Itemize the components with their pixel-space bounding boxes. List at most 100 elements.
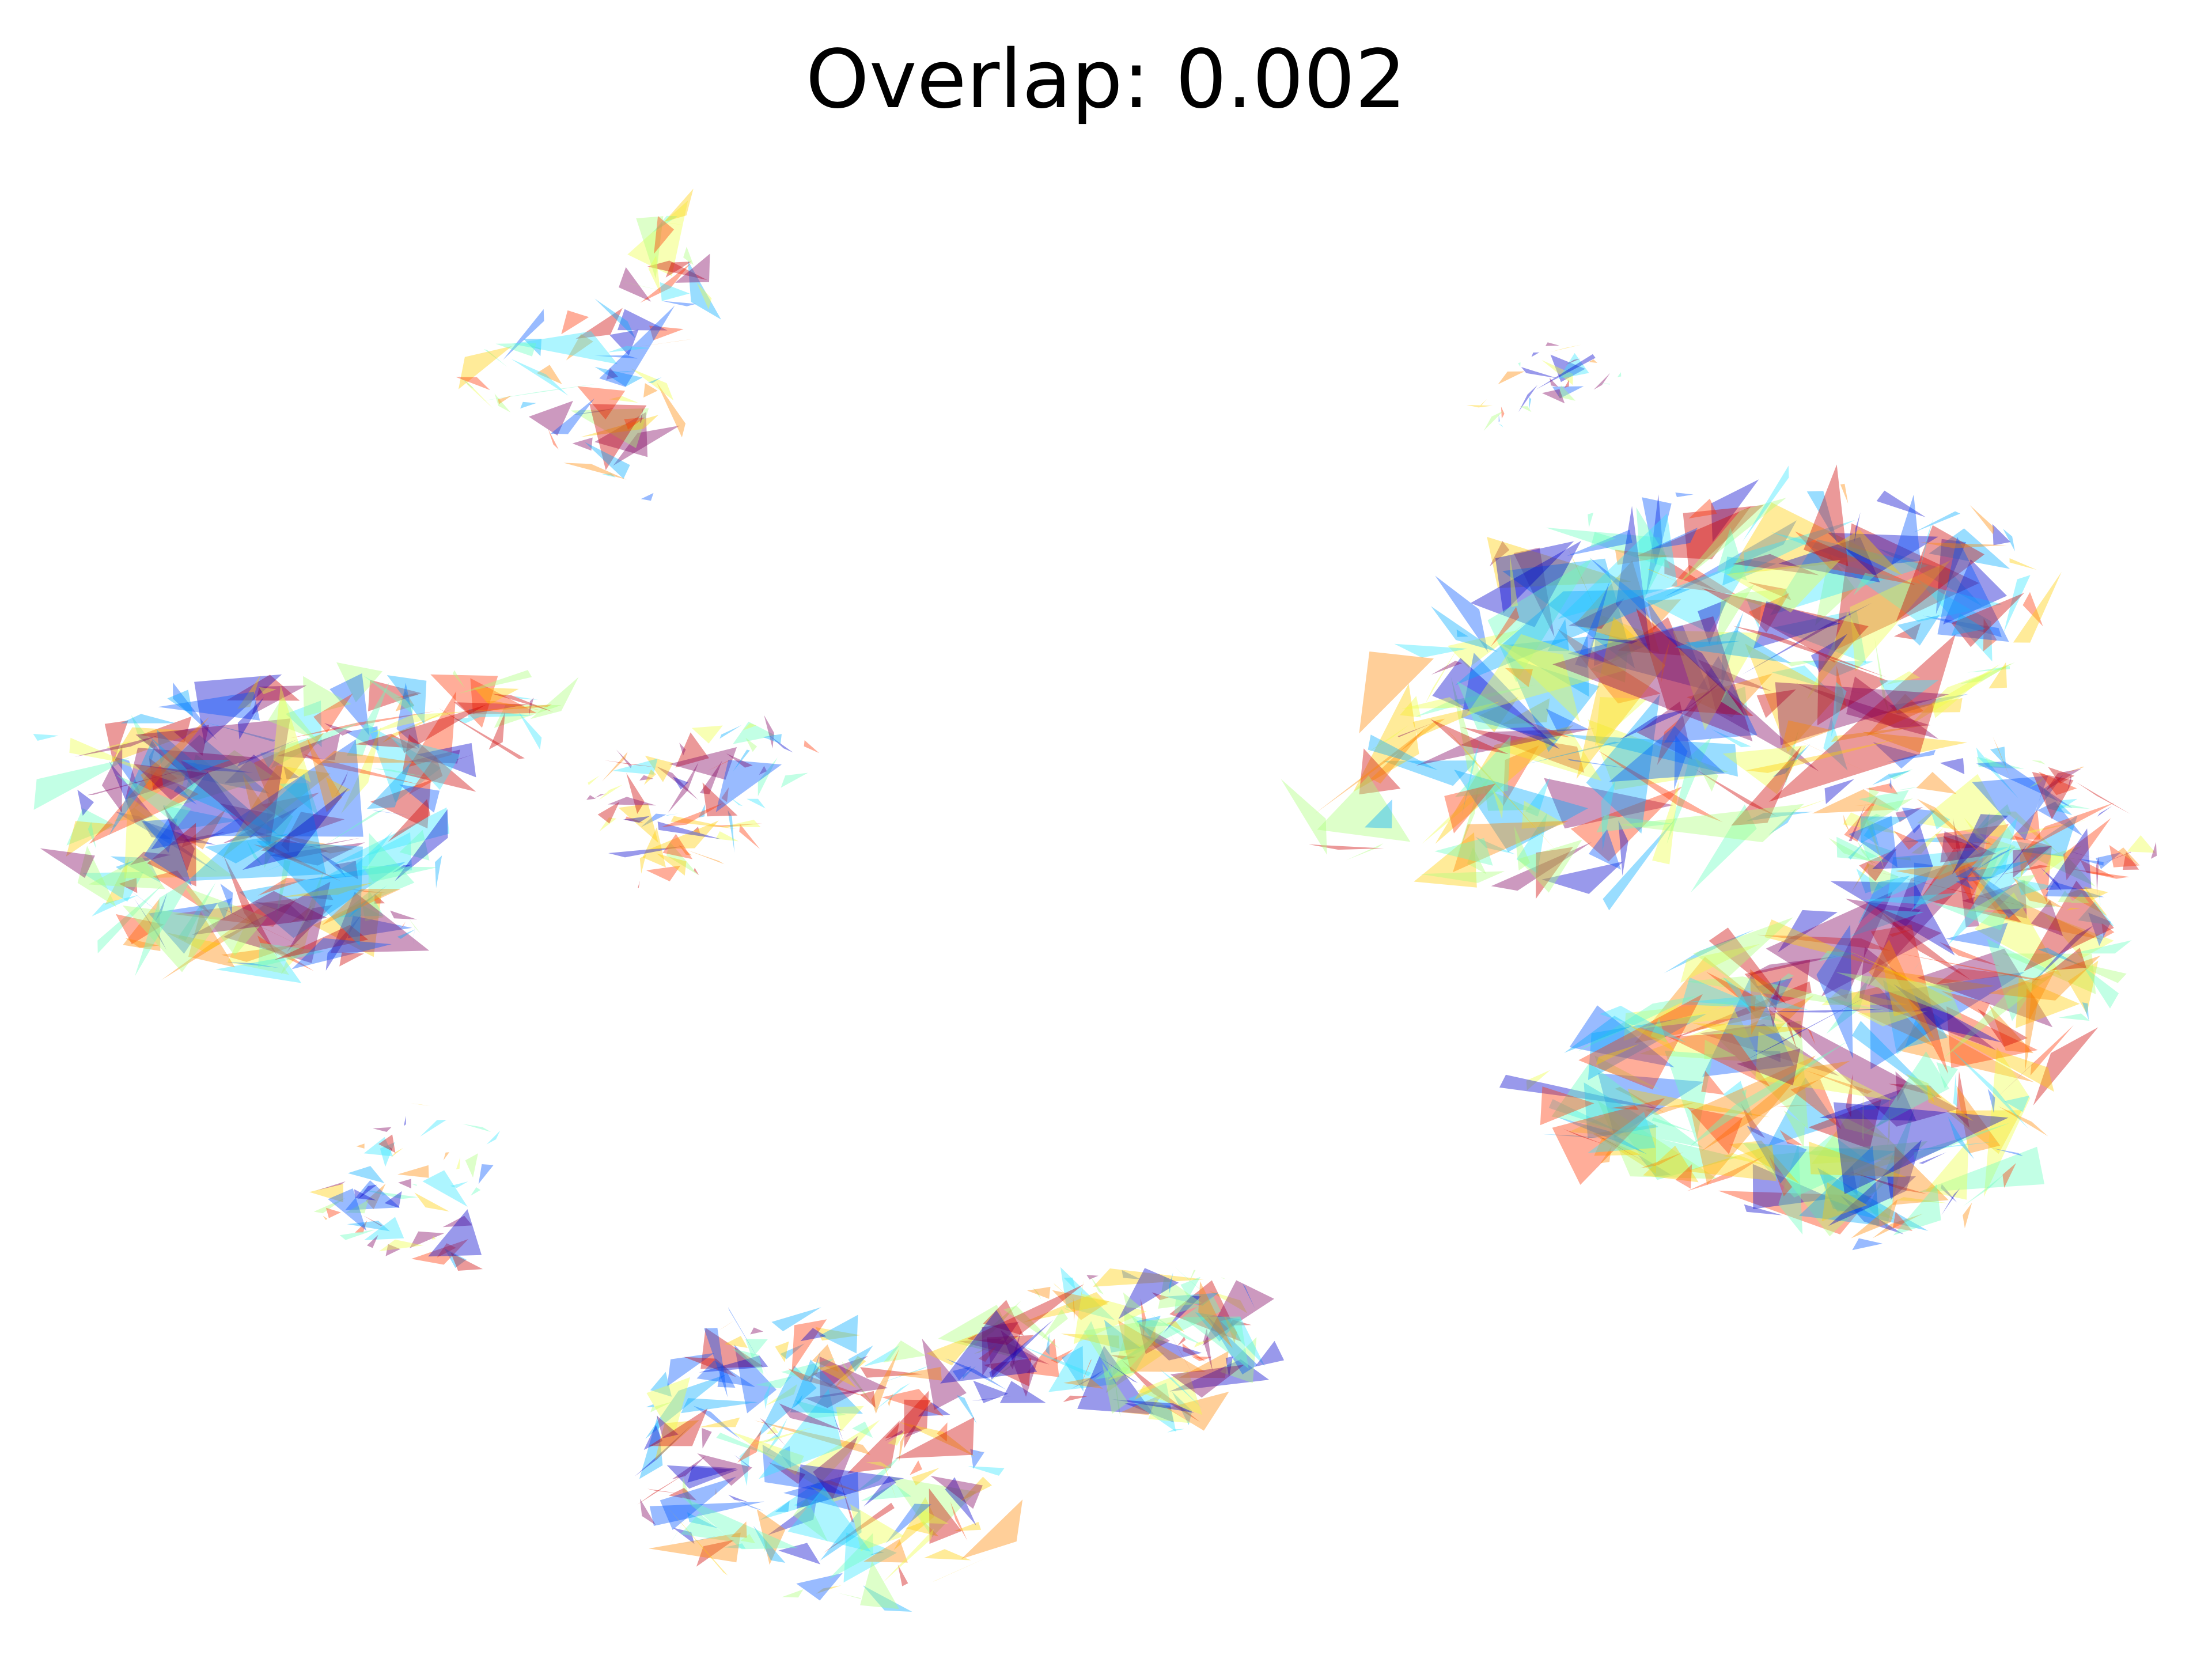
triangle-mark	[1817, 1168, 1929, 1231]
triangle-mark	[428, 1209, 482, 1257]
triangle-mark	[604, 760, 659, 768]
triangle-mark	[1586, 694, 1660, 834]
triangle-mark	[759, 1389, 842, 1479]
triangle-mark	[647, 377, 662, 383]
triangle-mark	[260, 752, 280, 768]
triangle-mark	[1785, 729, 1799, 786]
triangle-mark	[1996, 1060, 2036, 1099]
triangle-mark	[1848, 842, 1865, 860]
triangle-mark	[961, 1499, 1023, 1559]
triangle-mark	[848, 1345, 873, 1372]
triangle-mark	[1588, 829, 1622, 870]
triangle-mark	[519, 342, 541, 350]
triangle-mark	[681, 1496, 798, 1550]
triangle-mark	[1883, 965, 1953, 1017]
triangle-mark	[911, 1468, 940, 1486]
triangle-mark	[739, 1446, 751, 1486]
triangle-mark	[974, 1334, 1013, 1354]
triangle-mark	[1892, 952, 2047, 981]
triangle-mark	[1971, 817, 2018, 869]
triangle-mark	[697, 1453, 752, 1486]
triangle-mark	[2067, 774, 2071, 793]
triangle-mark	[733, 721, 776, 744]
triangle-mark	[115, 812, 217, 872]
triangle-mark	[1513, 547, 1555, 638]
cluster-right-lower	[1499, 811, 2132, 1251]
triangle-mark	[1415, 684, 1536, 717]
triangle-mark	[765, 1418, 788, 1455]
triangle-mark	[1883, 980, 1945, 1055]
triangle-mark	[1893, 831, 1919, 850]
triangle-mark	[2013, 571, 2062, 643]
triangle-mark	[700, 1328, 764, 1369]
triangle-mark	[1925, 1140, 1969, 1200]
triangle-mark	[960, 1476, 992, 1502]
triangle-mark	[336, 662, 382, 703]
triangle-mark	[1620, 804, 1804, 842]
triangle-mark	[575, 308, 623, 339]
triangle-mark	[1693, 917, 1794, 978]
triangle-mark	[422, 1170, 468, 1207]
triangle-mark	[1567, 547, 1600, 620]
triangle-mark	[1456, 787, 1479, 859]
triangle-mark	[1552, 386, 1584, 399]
triangle-mark	[442, 1215, 472, 1228]
triangle-mark	[151, 771, 251, 850]
triangle-mark	[548, 429, 559, 450]
triangle-mark	[1879, 680, 1939, 711]
triangle-mark	[194, 674, 282, 744]
triangle-mark	[368, 680, 422, 711]
triangle-mark	[2035, 775, 2063, 815]
triangle-mark	[771, 1307, 821, 1332]
triangle-mark	[1903, 833, 1991, 844]
triangle-mark	[891, 1476, 976, 1537]
triangle-mark	[192, 891, 328, 935]
triangle-mark	[1687, 1107, 1743, 1154]
triangle-mark	[204, 722, 275, 742]
triangle-mark	[1828, 987, 1935, 1047]
triangle-mark	[963, 1366, 976, 1380]
triangle-mark	[1599, 1005, 1687, 1043]
triangle-mark	[647, 1488, 680, 1494]
triangle-mark	[1203, 1328, 1213, 1371]
triangle-mark	[1878, 909, 1971, 980]
triangle-mark	[140, 716, 192, 743]
triangle-mark	[77, 846, 116, 907]
triangle-mark	[1851, 862, 1870, 893]
triangle-mark	[1956, 1071, 1969, 1128]
triangle-mark	[1861, 732, 1968, 753]
triangle-mark	[646, 1404, 655, 1407]
triangle-mark	[1177, 1336, 1186, 1346]
triangle-mark	[87, 763, 207, 796]
triangle-mark	[320, 751, 416, 763]
triangle-mark	[1097, 1355, 1138, 1383]
triangle-mark	[188, 911, 235, 968]
triangle-mark	[382, 708, 453, 743]
triangle-mark	[362, 866, 438, 882]
triangle-mark	[109, 761, 153, 823]
triangle-mark	[1623, 1130, 1737, 1180]
triangle-mark	[699, 1355, 768, 1373]
triangle-mark	[1691, 804, 1757, 893]
triangle-mark	[1134, 1384, 1153, 1400]
triangle-mark	[1756, 689, 1796, 718]
triangle-mark	[1764, 919, 1876, 965]
triangle-mark	[1860, 816, 1908, 844]
triangle-mark	[694, 868, 699, 876]
triangle-mark	[668, 1488, 697, 1501]
triangle-mark	[1603, 817, 1677, 911]
triangle-mark	[1781, 720, 1832, 749]
triangle-mark	[366, 762, 411, 809]
triangle-mark	[268, 697, 317, 740]
triangle-mark	[1484, 788, 1535, 811]
triangle-mark	[1547, 619, 1569, 652]
triangle-mark	[1650, 528, 1698, 550]
triangle-mark	[390, 910, 417, 920]
triangle-mark	[800, 1328, 827, 1342]
triangle-mark	[384, 1191, 402, 1208]
triangle-mark	[1615, 550, 1671, 565]
triangle-mark	[747, 798, 766, 809]
triangle-mark	[1962, 881, 2027, 919]
triangle-mark	[983, 1300, 1024, 1336]
triangle-mark	[2080, 859, 2115, 877]
